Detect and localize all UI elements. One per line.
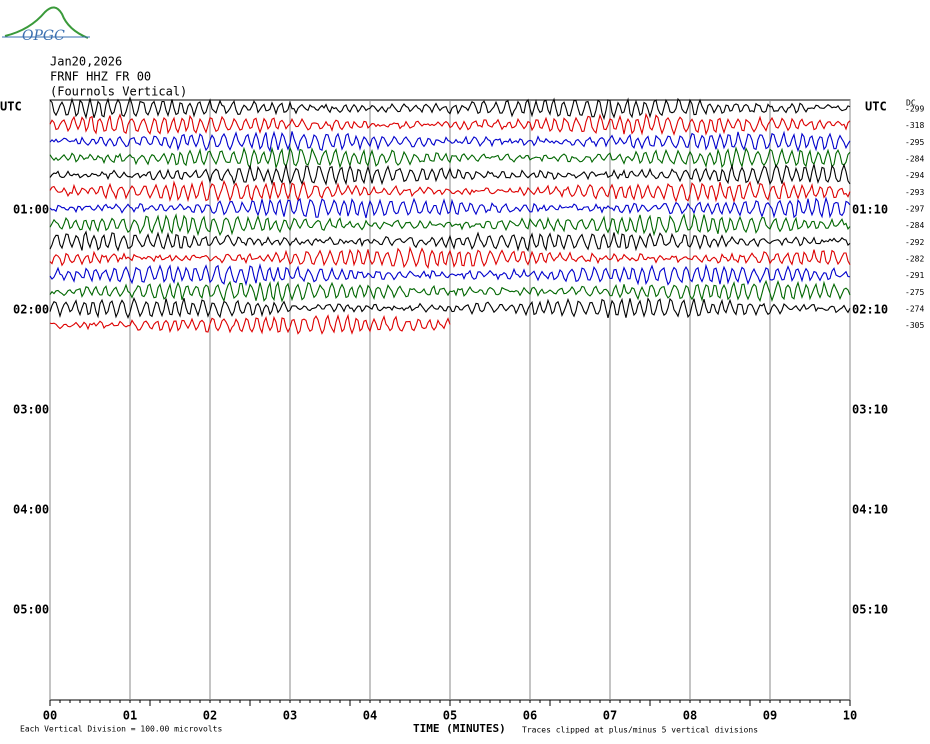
seismic-trace	[49, 313, 451, 335]
logo-arc	[4, 6, 89, 39]
left-label: 01:00	[13, 203, 49, 217]
left-label: 05:00	[13, 603, 49, 617]
dc-value: -291	[905, 271, 924, 280]
seismic-trace	[49, 145, 851, 170]
dc-label: DC	[906, 99, 916, 108]
dc-value: -305	[905, 321, 924, 330]
right-label: UTC	[865, 100, 887, 114]
logo: OPGC	[22, 28, 65, 44]
x-tick-label: 05	[443, 709, 457, 723]
x-tick-label: 03	[283, 709, 297, 723]
dc-value: -275	[905, 288, 924, 297]
x-tick-label: 06	[523, 709, 537, 723]
x-tick-label: 04	[363, 709, 377, 723]
x-tick-label: 09	[763, 709, 777, 723]
dc-value: -295	[905, 138, 924, 147]
right-label: 02:10	[852, 303, 888, 317]
x-tick-label: 02	[203, 709, 217, 723]
dc-value: -292	[905, 238, 924, 247]
seismic-trace	[49, 163, 851, 186]
dc-value: -294	[905, 171, 924, 180]
left-label: 03:00	[13, 403, 49, 417]
seismic-trace	[49, 112, 851, 136]
seismic-trace	[49, 246, 851, 270]
left-label: 04:00	[13, 503, 49, 517]
dc-value: -284	[905, 221, 924, 230]
dc-value: -297	[905, 205, 924, 214]
right-label: 04:10	[852, 503, 888, 517]
seismic-trace	[49, 96, 851, 121]
dc-value: -293	[905, 188, 924, 197]
left-label: UTC	[0, 100, 22, 114]
seismic-trace	[49, 196, 851, 219]
footer-left: Each Vertical Division = 100.00 microvol…	[20, 725, 222, 734]
seismic-trace	[49, 179, 851, 204]
x-tick-label: 00	[43, 709, 57, 723]
x-tick-label: 07	[603, 709, 617, 723]
footer-right: Traces clipped at plus/minus 5 vertical …	[522, 726, 758, 735]
dc-value: -282	[905, 255, 924, 264]
right-label: 05:10	[852, 603, 888, 617]
dc-value: -299	[905, 105, 924, 114]
header-line: Jan20,2026	[50, 55, 122, 69]
seismic-trace	[49, 212, 851, 237]
dc-value: -318	[905, 121, 924, 130]
right-label: 03:10	[852, 403, 888, 417]
x-axis-label: TIME (MINUTES)	[413, 722, 506, 735]
seismic-trace	[49, 279, 851, 303]
dc-value: -284	[905, 155, 924, 164]
x-tick-label: 01	[123, 709, 137, 723]
header-line: (Fournols Vertical)	[50, 85, 187, 99]
seismic-trace	[49, 230, 851, 252]
x-tick-label: 10	[843, 709, 857, 723]
seismic-trace	[49, 263, 851, 287]
dc-value: -274	[905, 305, 924, 314]
seismic-trace	[49, 130, 851, 153]
left-label: 02:00	[13, 303, 49, 317]
x-tick-label: 08	[683, 709, 697, 723]
seismic-trace	[49, 296, 851, 319]
header-line: FRNF HHZ FR 00	[50, 70, 151, 84]
right-label: 01:10	[852, 203, 888, 217]
